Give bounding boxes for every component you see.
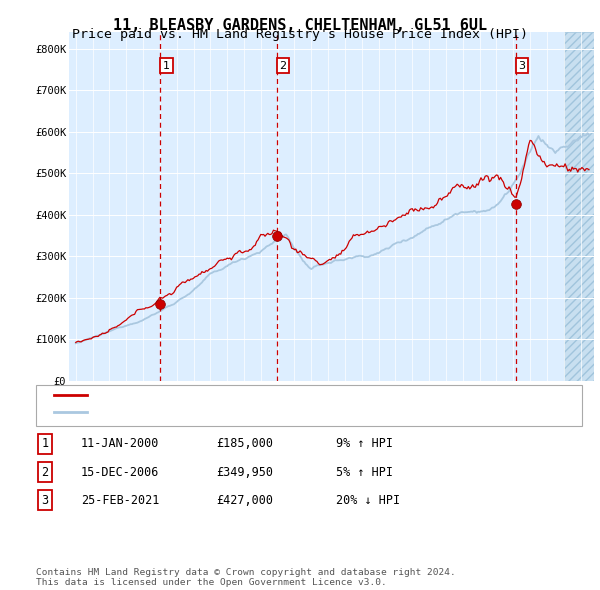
Text: 11-JAN-2000: 11-JAN-2000: [81, 437, 160, 450]
Text: 9% ↑ HPI: 9% ↑ HPI: [336, 437, 393, 450]
Text: 1: 1: [41, 437, 49, 450]
Text: 2: 2: [280, 61, 287, 71]
Text: 20% ↓ HPI: 20% ↓ HPI: [336, 494, 400, 507]
Text: 5% ↑ HPI: 5% ↑ HPI: [336, 466, 393, 478]
Text: 3: 3: [518, 61, 525, 71]
Text: Contains HM Land Registry data © Crown copyright and database right 2024.
This d: Contains HM Land Registry data © Crown c…: [36, 568, 456, 587]
Text: £349,950: £349,950: [216, 466, 273, 478]
Text: 15-DEC-2006: 15-DEC-2006: [81, 466, 160, 478]
Text: £185,000: £185,000: [216, 437, 273, 450]
Text: 11, BLEASBY GARDENS, CHELTENHAM, GL51 6UL: 11, BLEASBY GARDENS, CHELTENHAM, GL51 6U…: [113, 18, 487, 32]
Text: 25-FEB-2021: 25-FEB-2021: [81, 494, 160, 507]
Text: 3: 3: [41, 494, 49, 507]
Text: £427,000: £427,000: [216, 494, 273, 507]
Text: HPI: Average price, detached house, Cheltenham: HPI: Average price, detached house, Chel…: [93, 408, 380, 417]
Text: 2: 2: [41, 466, 49, 478]
Text: 11, BLEASBY GARDENS, CHELTENHAM, GL51 6UL (detached house): 11, BLEASBY GARDENS, CHELTENHAM, GL51 6U…: [93, 390, 455, 399]
Text: Price paid vs. HM Land Registry's House Price Index (HPI): Price paid vs. HM Land Registry's House …: [72, 28, 528, 41]
Text: 1: 1: [163, 61, 170, 71]
